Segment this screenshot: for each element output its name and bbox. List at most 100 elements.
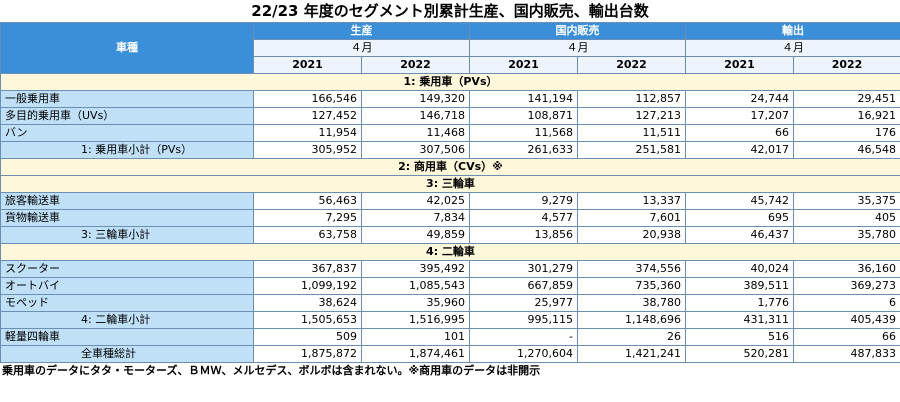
- value-cell: 42,025: [361, 192, 470, 210]
- section-title: 3: 三輪車: [0, 175, 900, 193]
- row-label: 3: 三輪車小計: [0, 226, 254, 244]
- section-row: 4: 二輪車: [0, 243, 900, 261]
- table-row: モペッド 38,624 35,960 25,977 38,780 1,776 6: [0, 294, 900, 312]
- value-cell: 369,273: [793, 277, 900, 295]
- value-cell: 146,718: [361, 107, 470, 125]
- footnote: 乗用車のデータにタタ・モーターズ、ＢＭＷ、メルセデス、ボルボは含まれない。※商用…: [2, 364, 541, 377]
- value-cell: 11,568: [469, 124, 578, 142]
- value-cell: 7,834: [361, 209, 470, 227]
- value-cell: 7,601: [577, 209, 686, 227]
- subtotal-row: 3: 三輪車小計 63,758 49,859 13,856 20,938 46,437 35…: [0, 226, 900, 244]
- year-header: 2021: [685, 56, 794, 74]
- value-cell: 17,207: [685, 107, 794, 125]
- value-cell: 176: [793, 124, 900, 142]
- value-cell: 26: [577, 328, 686, 346]
- value-cell: 516: [685, 328, 794, 346]
- section-row: 1: 乗用車（PVs）: [0, 73, 900, 91]
- value-cell: 695: [685, 209, 794, 227]
- subtotal-row: 4: 二輪車小計 1,505,653 1,516,995 995,115 1,148,6…: [0, 311, 900, 329]
- value-cell: 127,452: [253, 107, 362, 125]
- value-cell: 42,017: [685, 141, 794, 159]
- value-cell: 11,511: [577, 124, 686, 142]
- value-cell: 305,952: [253, 141, 362, 159]
- value-cell: 307,506: [361, 141, 470, 159]
- value-cell: 38,780: [577, 294, 686, 312]
- value-cell: 9,279: [469, 192, 578, 210]
- value-cell: 995,115: [469, 311, 578, 329]
- value-cell: 25,977: [469, 294, 578, 312]
- value-cell: 11,468: [361, 124, 470, 142]
- subtotal-row: 全車種総計 1,875,872 1,874,461 1,270,604 1,421,24…: [0, 345, 900, 363]
- row-label: オートバイ: [0, 277, 254, 295]
- row-label: 軽量四輪車: [0, 328, 254, 346]
- section-title: 4: 二輪車: [0, 243, 900, 261]
- value-cell: 29,451: [793, 90, 900, 108]
- table-row: オートバイ 1,099,192 1,085,543 667,859 735,360 389…: [0, 277, 900, 295]
- value-cell: 45,742: [685, 192, 794, 210]
- value-cell: 395,492: [361, 260, 470, 278]
- value-cell: 520,281: [685, 345, 794, 363]
- subtotal-row: 1: 乗用車小計（PVs） 305,952 307,506 261,633 251,58…: [0, 141, 900, 159]
- value-cell: 1,516,995: [361, 311, 470, 329]
- row-label: 多目的乗用車（UVs）: [0, 107, 254, 125]
- value-cell: 389,511: [685, 277, 794, 295]
- segment-table: 車種 生産 国内販売 輸出 ４月 ４月 ４月 2021 2022 2021 20…: [0, 22, 900, 363]
- value-cell: 35,375: [793, 192, 900, 210]
- row-label: モペッド: [0, 294, 254, 312]
- table-row: スクーター 367,837 395,492 301,279 374,556 40,024 3…: [0, 260, 900, 278]
- value-cell: 13,337: [577, 192, 686, 210]
- row-label: バン: [0, 124, 254, 142]
- value-cell: 1,776: [685, 294, 794, 312]
- value-cell: 405,439: [793, 311, 900, 329]
- value-cell: 141,194: [469, 90, 578, 108]
- value-cell: 1,270,604: [469, 345, 578, 363]
- month-header: ４月: [469, 39, 686, 57]
- value-cell: -: [469, 328, 578, 346]
- table-title: 22/23 年度のセグメント別累計生産、国内販売、輸出台数: [251, 2, 649, 20]
- table-body: 1: 乗用車（PVs） 一般乗用車 166,546 149,320 141,194 112…: [0, 73, 900, 363]
- value-cell: 66: [793, 328, 900, 346]
- value-cell: 46,548: [793, 141, 900, 159]
- row-label: 一般乗用車: [0, 90, 254, 108]
- value-cell: 108,871: [469, 107, 578, 125]
- value-cell: 35,780: [793, 226, 900, 244]
- section-title: 2: 商用車（CVs）※: [0, 158, 900, 176]
- year-header: 2022: [577, 56, 686, 74]
- table-row: バン 11,954 11,468 11,568 11,511 66 176: [0, 124, 900, 142]
- month-header: ４月: [685, 39, 900, 57]
- value-cell: 1,085,543: [361, 277, 470, 295]
- group-header-production: 生産: [253, 22, 470, 40]
- value-cell: 66: [685, 124, 794, 142]
- table-row: 旅客輸送車 56,463 42,025 9,279 13,337 45,742 35,375: [0, 192, 900, 210]
- value-cell: 367,837: [253, 260, 362, 278]
- value-cell: 509: [253, 328, 362, 346]
- row-label: 全車種総計: [0, 345, 254, 363]
- section-row: 3: 三輪車: [0, 175, 900, 193]
- value-cell: 431,311: [685, 311, 794, 329]
- value-cell: 49,859: [361, 226, 470, 244]
- value-cell: 1,099,192: [253, 277, 362, 295]
- value-cell: 40,024: [685, 260, 794, 278]
- year-header: 2022: [793, 56, 900, 74]
- section-title: 1: 乗用車（PVs）: [0, 73, 900, 91]
- category-header: 車種: [0, 22, 254, 74]
- year-header: 2022: [361, 56, 470, 74]
- value-cell: 149,320: [361, 90, 470, 108]
- table-row: 多目的乗用車（UVs） 127,452 146,718 108,871 127,213 1…: [0, 107, 900, 125]
- value-cell: 251,581: [577, 141, 686, 159]
- group-header-exports: 輸出: [685, 22, 900, 40]
- value-cell: 46,437: [685, 226, 794, 244]
- value-cell: 63,758: [253, 226, 362, 244]
- row-label: 旅客輸送車: [0, 192, 254, 210]
- value-cell: 7,295: [253, 209, 362, 227]
- row-label: スクーター: [0, 260, 254, 278]
- value-cell: 4,577: [469, 209, 578, 227]
- value-cell: 405: [793, 209, 900, 227]
- value-cell: 11,954: [253, 124, 362, 142]
- value-cell: 1,875,872: [253, 345, 362, 363]
- value-cell: 261,633: [469, 141, 578, 159]
- value-cell: 35,960: [361, 294, 470, 312]
- value-cell: 16,921: [793, 107, 900, 125]
- value-cell: 735,360: [577, 277, 686, 295]
- value-cell: 38,624: [253, 294, 362, 312]
